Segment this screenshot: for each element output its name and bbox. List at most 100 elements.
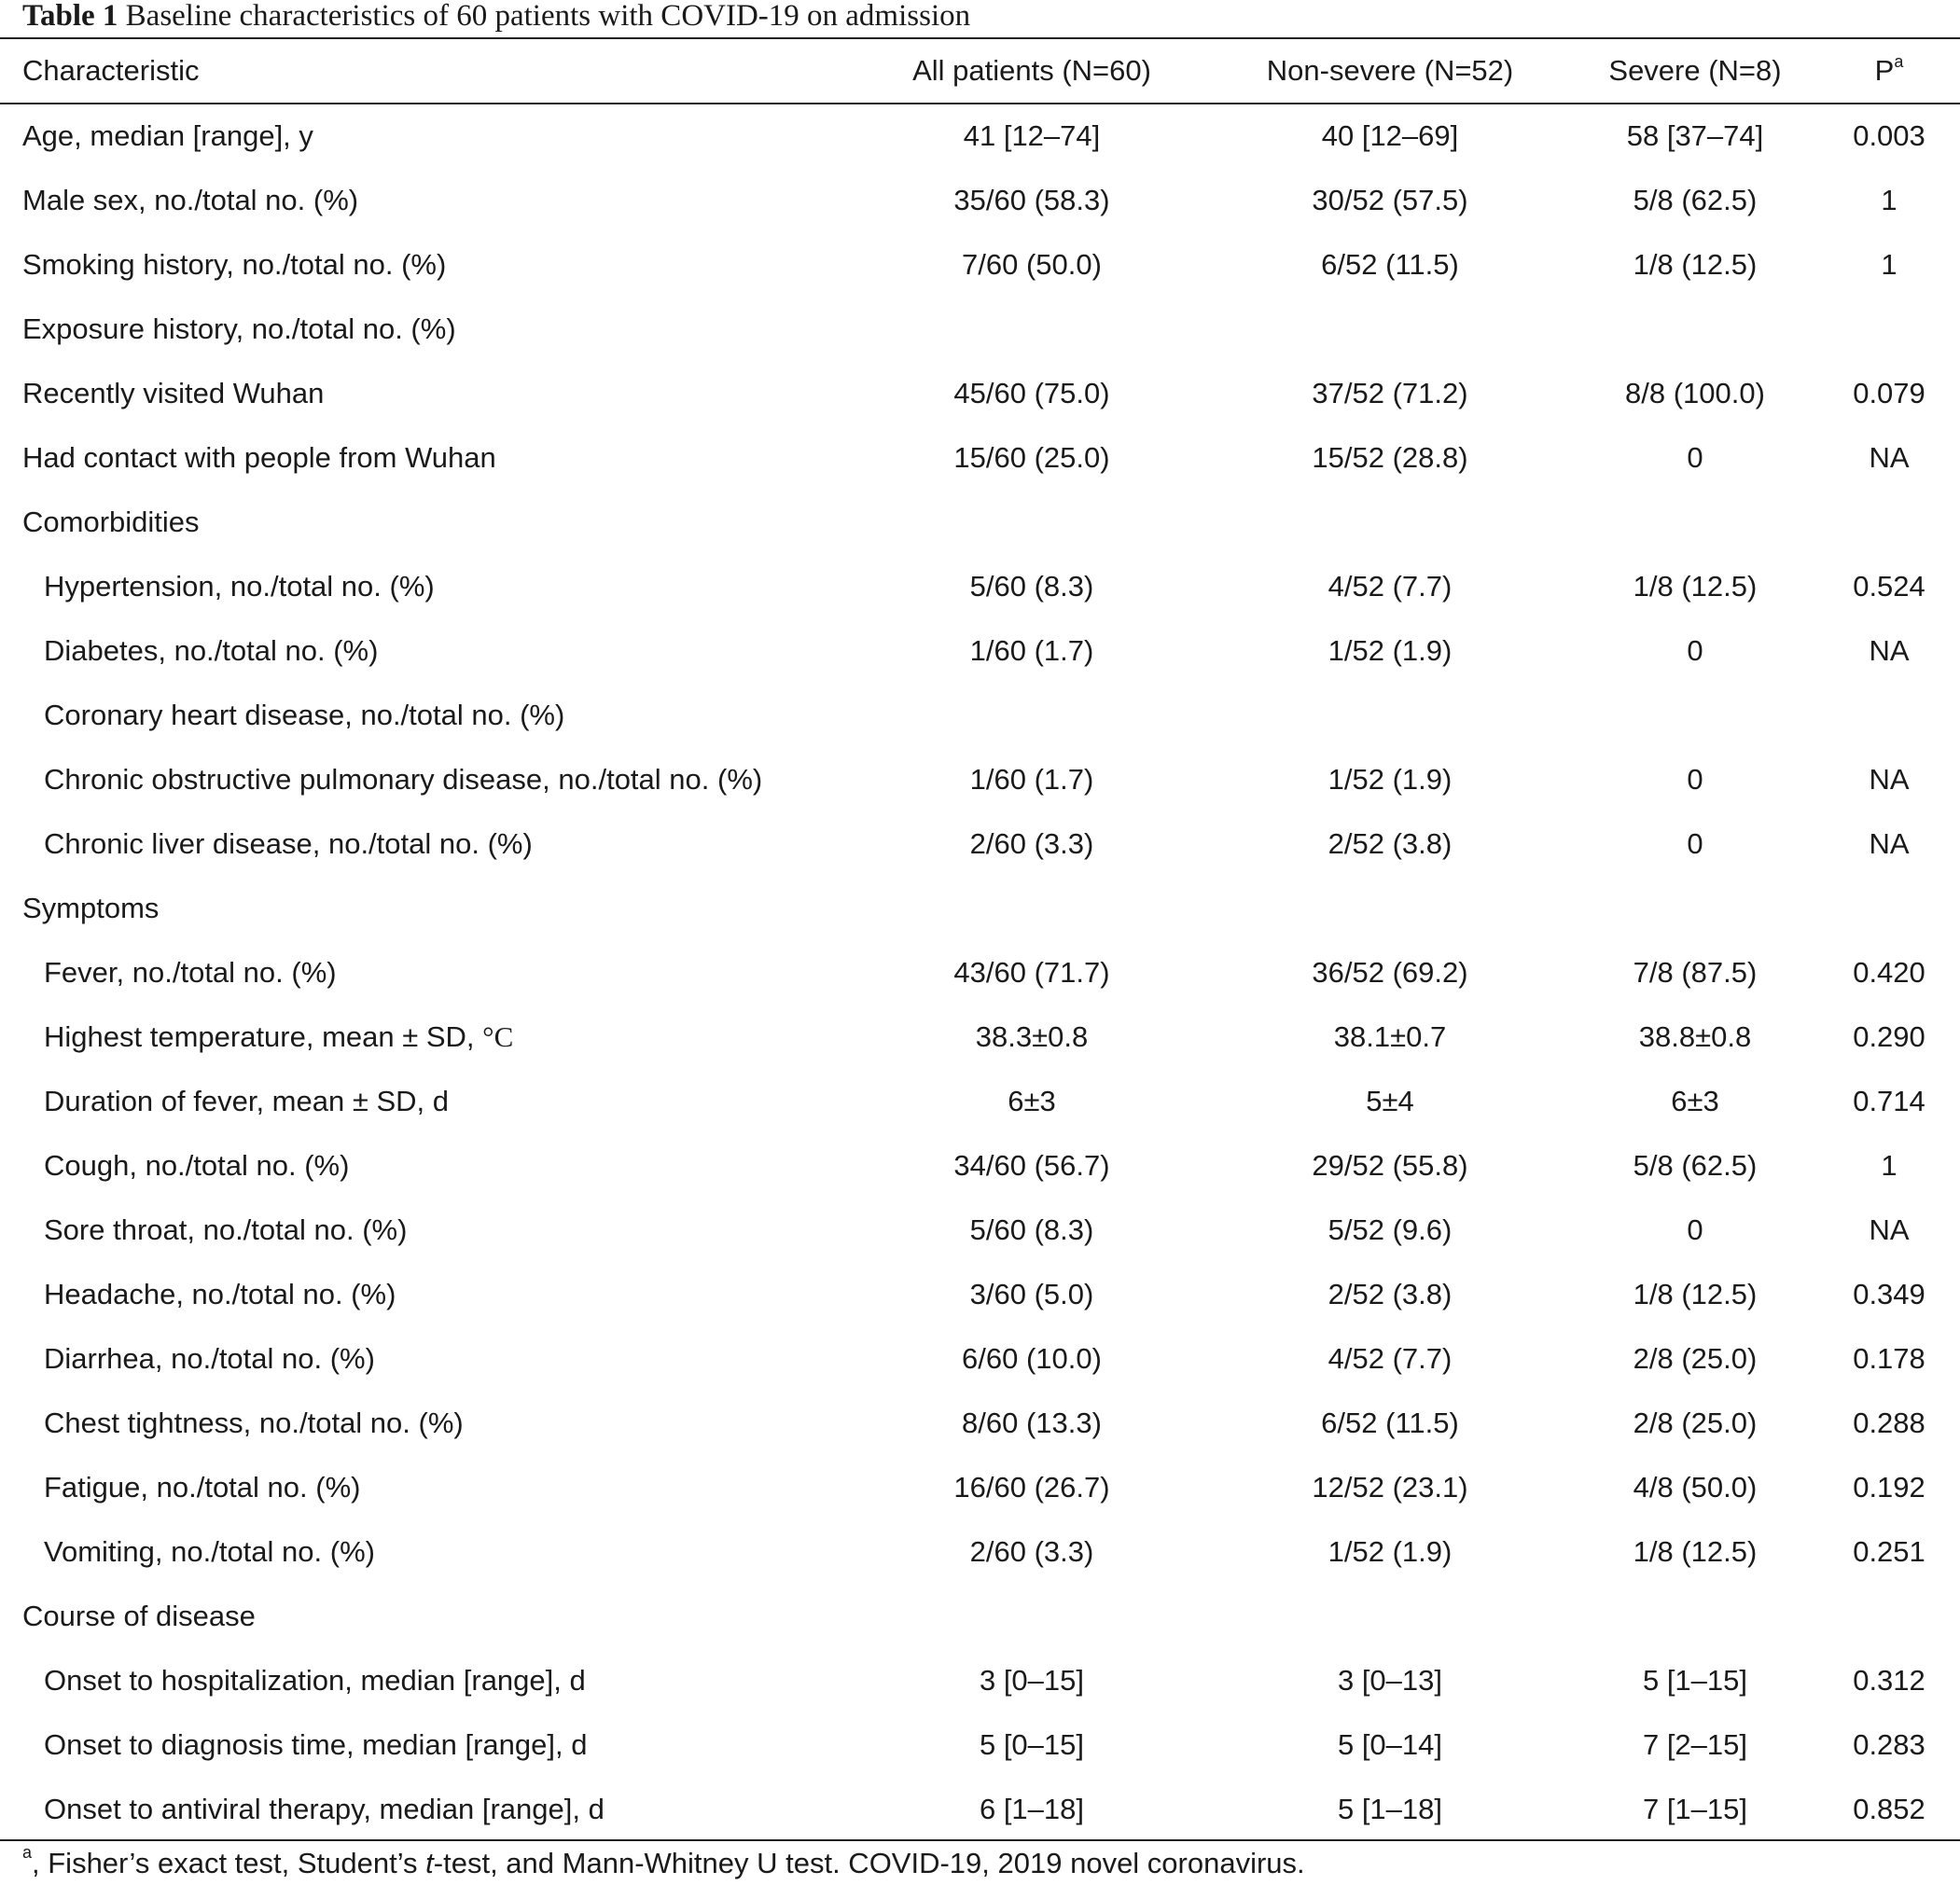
cell-all-patients: 8/60 (13.3) bbox=[962, 1407, 1102, 1439]
cell-severe: 5/8 (62.5) bbox=[1633, 1149, 1758, 1182]
cell-severe: 38.8±0.8 bbox=[1638, 1020, 1752, 1053]
cell-p-value bbox=[1842, 1584, 1936, 1648]
row-label-text: Course of disease bbox=[22, 1600, 256, 1632]
table-row: Hypertension, no./total no. (%) 5/60 (8.3… bbox=[0, 554, 1960, 618]
table-row: Chronic liver disease, no./total no. (%)… bbox=[0, 811, 1960, 876]
table-row: Age, median [range], y 41 [12–74] 40 [12–6… bbox=[0, 104, 1960, 168]
cell-non-severe: 5/52 (9.6) bbox=[1328, 1213, 1453, 1246]
row-label: Cough, no./total no. (%) bbox=[44, 1133, 349, 1198]
row-label: Diarrhea, no./total no. (%) bbox=[44, 1326, 375, 1391]
table-row: Course of disease bbox=[0, 1584, 1960, 1648]
cell-p-value: NA bbox=[1869, 634, 1910, 667]
cell-severe bbox=[1573, 876, 1817, 940]
cell-p-value: 1 bbox=[1881, 1149, 1897, 1182]
cell-non-severe bbox=[1236, 683, 1544, 747]
cell-all-patients: 6±3 bbox=[1008, 1085, 1056, 1117]
row-label: Smoking history, no./total no. (%) bbox=[22, 232, 446, 297]
cell-severe: 0 bbox=[1687, 763, 1703, 796]
table-caption-label: Table 1 bbox=[22, 0, 118, 33]
cell-non-severe: 36/52 (69.2) bbox=[1312, 956, 1468, 989]
header-non-severe: Non-severe (N=52) bbox=[1266, 54, 1514, 87]
cell-p-value bbox=[1842, 876, 1936, 940]
row-label-text: Age, median [range], y bbox=[22, 119, 313, 152]
row-label: Fever, no./total no. (%) bbox=[44, 940, 337, 1005]
cell-non-severe: 12/52 (23.1) bbox=[1312, 1471, 1468, 1504]
cell-all-patients: 43/60 (71.7) bbox=[953, 956, 1110, 989]
cell-p-value: 1 bbox=[1881, 248, 1897, 281]
table-row: Diarrhea, no./total no. (%) 6/60 (10.0) 4/… bbox=[0, 1326, 1960, 1391]
row-label: Chronic liver disease, no./total no. (%) bbox=[44, 811, 533, 876]
cell-non-severe: 1/52 (1.9) bbox=[1328, 763, 1453, 796]
row-label: Duration of fever, mean ± SD, d bbox=[44, 1069, 449, 1133]
table-caption: Table 1 Baseline characteristics of 60 p… bbox=[22, 0, 970, 35]
cell-p-value: 0.290 bbox=[1853, 1020, 1925, 1053]
cell-p-value: 0.288 bbox=[1853, 1407, 1925, 1439]
cell-severe: 2/8 (25.0) bbox=[1633, 1407, 1758, 1439]
row-label-text: Diarrhea, no./total no. (%) bbox=[44, 1342, 375, 1375]
table-row: Sore throat, no./total no. (%) 5/60 (8.3)… bbox=[0, 1198, 1960, 1262]
row-label: Vomiting, no./total no. (%) bbox=[44, 1519, 375, 1584]
cell-non-severe: 1/52 (1.9) bbox=[1328, 634, 1453, 667]
row-label: Headache, no./total no. (%) bbox=[44, 1262, 396, 1326]
table-row: Duration of fever, mean ± SD, d 6±3 5±4 6±3… bbox=[0, 1069, 1960, 1133]
table-row: Headache, no./total no. (%) 3/60 (5.0) 2/5… bbox=[0, 1262, 1960, 1326]
table-row: Highest temperature, mean ± SD, °C 38.3±0… bbox=[0, 1005, 1960, 1069]
row-label: Coronary heart disease, no./total no. (%… bbox=[44, 683, 564, 747]
row-label: Chest tightness, no./total no. (%) bbox=[44, 1391, 464, 1455]
row-label: Age, median [range], y bbox=[22, 104, 313, 168]
table-row: Onset to antiviral therapy, median [rang… bbox=[0, 1777, 1960, 1841]
cell-p-value: 1 bbox=[1881, 184, 1897, 216]
cell-all-patients: 41 [12–74] bbox=[963, 119, 1101, 152]
cell-severe: 7 [1–15] bbox=[1642, 1793, 1748, 1825]
footnote-superscript: a bbox=[22, 1843, 33, 1862]
cell-p-value: NA bbox=[1869, 827, 1910, 860]
cell-severe: 5 [1–15] bbox=[1642, 1664, 1748, 1697]
row-label-text: Headache, no./total no. (%) bbox=[44, 1278, 396, 1310]
row-label-text: Recently visited Wuhan bbox=[22, 377, 325, 409]
header-characteristic: Characteristic bbox=[22, 54, 200, 87]
cell-severe bbox=[1573, 490, 1817, 554]
cell-all-patients: 6 [1–18] bbox=[979, 1793, 1085, 1825]
cell-all-patients: 1/60 (1.7) bbox=[969, 763, 1094, 796]
cell-all-patients bbox=[881, 297, 1183, 361]
cell-p-value: 0.079 bbox=[1853, 377, 1925, 409]
cell-p-value bbox=[1842, 683, 1936, 747]
cell-severe: 1/8 (12.5) bbox=[1633, 570, 1758, 603]
table-row: Comorbidities bbox=[0, 490, 1960, 554]
row-label: Highest temperature, mean ± SD, °C bbox=[44, 1005, 513, 1069]
row-label: Exposure history, no./total no. (%) bbox=[22, 297, 456, 361]
cell-non-severe: 29/52 (55.8) bbox=[1312, 1149, 1468, 1182]
cell-non-severe: 38.1±0.7 bbox=[1333, 1020, 1447, 1053]
cell-non-severe bbox=[1236, 297, 1544, 361]
row-label-unit: °C bbox=[482, 1020, 514, 1053]
cell-p-value: 0.852 bbox=[1853, 1793, 1925, 1825]
row-label: Recently visited Wuhan bbox=[22, 361, 324, 425]
row-label: Had contact with people from Wuhan bbox=[22, 425, 496, 490]
row-label: Male sex, no./total no. (%) bbox=[22, 168, 358, 232]
cell-severe: 0 bbox=[1687, 634, 1703, 667]
bottom-rule bbox=[0, 1839, 1960, 1841]
cell-severe bbox=[1573, 297, 1817, 361]
row-label-text: Fatigue, no./total no. (%) bbox=[44, 1471, 361, 1504]
cell-severe: 1/8 (12.5) bbox=[1633, 1278, 1758, 1310]
cell-severe bbox=[1573, 683, 1817, 747]
cell-p-value: NA bbox=[1869, 763, 1910, 796]
header-severe: Severe (N=8) bbox=[1608, 54, 1782, 87]
row-label: Sore throat, no./total no. (%) bbox=[44, 1198, 407, 1262]
header-rule bbox=[0, 103, 1960, 104]
table-row: Exposure history, no./total no. (%) bbox=[0, 297, 1960, 361]
cell-all-patients bbox=[881, 490, 1183, 554]
cell-severe: 8/8 (100.0) bbox=[1625, 377, 1765, 409]
table-row: Fever, no./total no. (%) 43/60 (71.7) 36/5… bbox=[0, 940, 1960, 1005]
cell-all-patients: 35/60 (58.3) bbox=[953, 184, 1110, 216]
row-label-text: Onset to diagnosis time, median [range],… bbox=[44, 1728, 588, 1761]
cell-non-severe: 15/52 (28.8) bbox=[1312, 441, 1468, 474]
top-rule bbox=[0, 37, 1960, 39]
row-label-text: Had contact with people from Wuhan bbox=[22, 441, 496, 474]
cell-all-patients: 2/60 (3.3) bbox=[969, 827, 1094, 860]
row-label-text: Comorbidities bbox=[22, 506, 200, 538]
table-row: Onset to hospitalization, median [range]… bbox=[0, 1648, 1960, 1712]
cell-non-severe: 40 [12–69] bbox=[1321, 119, 1459, 152]
table-row: Vomiting, no./total no. (%) 2/60 (3.3) 1/5… bbox=[0, 1519, 1960, 1584]
table-row: Coronary heart disease, no./total no. (%… bbox=[0, 683, 1960, 747]
